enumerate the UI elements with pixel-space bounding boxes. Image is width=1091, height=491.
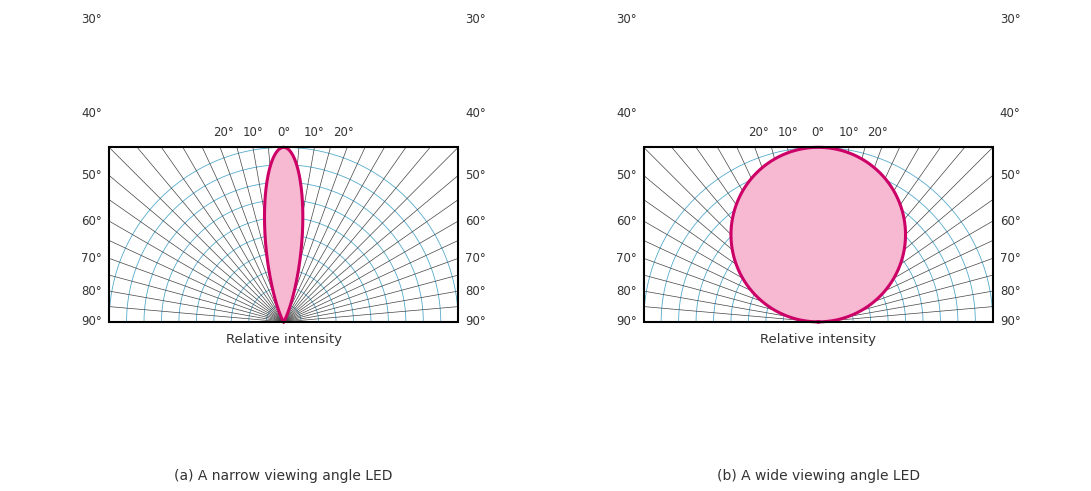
Text: 70°: 70° bbox=[82, 252, 103, 265]
Text: 10°: 10° bbox=[778, 126, 799, 138]
Text: 30°: 30° bbox=[465, 13, 485, 26]
Text: 60°: 60° bbox=[999, 215, 1020, 228]
Text: 10°: 10° bbox=[838, 126, 859, 138]
Bar bbox=[644, 147, 993, 322]
Text: 20°: 20° bbox=[214, 126, 235, 138]
Text: 50°: 50° bbox=[616, 169, 637, 182]
Text: 40°: 40° bbox=[82, 108, 103, 120]
Text: 70°: 70° bbox=[465, 252, 485, 265]
Text: 0°: 0° bbox=[812, 126, 825, 138]
Text: 40°: 40° bbox=[999, 108, 1020, 120]
Text: 10°: 10° bbox=[243, 126, 264, 138]
Text: 30°: 30° bbox=[616, 13, 637, 26]
Text: 30°: 30° bbox=[82, 13, 103, 26]
Text: 80°: 80° bbox=[999, 285, 1020, 298]
Text: Relative intensity: Relative intensity bbox=[760, 333, 876, 346]
Text: 80°: 80° bbox=[465, 285, 485, 298]
Bar bbox=[109, 147, 458, 322]
Text: 50°: 50° bbox=[465, 169, 485, 182]
Text: 80°: 80° bbox=[616, 285, 637, 298]
Text: 20°: 20° bbox=[333, 126, 353, 138]
Text: 90°: 90° bbox=[999, 315, 1020, 328]
Text: (a) A narrow viewing angle LED: (a) A narrow viewing angle LED bbox=[175, 469, 393, 483]
Polygon shape bbox=[264, 147, 303, 322]
Text: 90°: 90° bbox=[616, 315, 637, 328]
Text: 50°: 50° bbox=[999, 169, 1020, 182]
Text: 60°: 60° bbox=[465, 215, 485, 228]
Text: 60°: 60° bbox=[82, 215, 103, 228]
Polygon shape bbox=[731, 147, 906, 322]
Text: 40°: 40° bbox=[465, 108, 485, 120]
Text: 50°: 50° bbox=[82, 169, 103, 182]
Text: 60°: 60° bbox=[616, 215, 637, 228]
Text: 30°: 30° bbox=[999, 13, 1020, 26]
Text: 20°: 20° bbox=[867, 126, 888, 138]
Text: 70°: 70° bbox=[999, 252, 1020, 265]
Text: 0°: 0° bbox=[277, 126, 290, 138]
Text: 90°: 90° bbox=[465, 315, 485, 328]
Text: Relative intensity: Relative intensity bbox=[226, 333, 341, 346]
Text: 90°: 90° bbox=[82, 315, 103, 328]
Text: 80°: 80° bbox=[82, 285, 103, 298]
Text: 40°: 40° bbox=[616, 108, 637, 120]
Text: 10°: 10° bbox=[303, 126, 324, 138]
Text: (b) A wide viewing angle LED: (b) A wide viewing angle LED bbox=[717, 469, 920, 483]
Text: 70°: 70° bbox=[616, 252, 637, 265]
Text: 20°: 20° bbox=[748, 126, 769, 138]
